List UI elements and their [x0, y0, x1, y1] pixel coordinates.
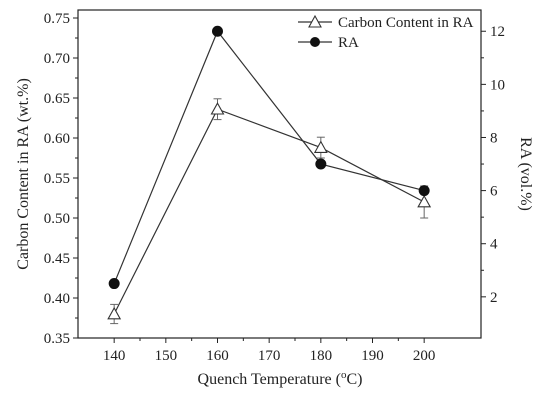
y-left-tick-label: 0.65 — [44, 91, 70, 107]
series-line-1 — [113, 30, 425, 284]
x-tick-label: 190 — [361, 348, 384, 364]
y-right-tick-label: 10 — [490, 77, 505, 93]
plot-frame — [77, 9, 482, 339]
legend-label-0: Carbon Content in RA — [338, 15, 474, 31]
y-axis-title-right: RA (vol.%) — [517, 137, 533, 211]
y-axis-title-left: Carbon Content in RA (wt.%) — [15, 78, 32, 270]
legend-marker-circle — [310, 37, 320, 47]
y-left-tick-label: 0.50 — [44, 211, 70, 227]
y-left-tick-label: 0.55 — [44, 171, 70, 187]
data-point-triangle — [313, 140, 328, 153]
y-left-tick-label: 0.40 — [44, 291, 70, 307]
y-left-tick-label: 0.70 — [44, 51, 70, 67]
data-point-circle — [315, 158, 327, 170]
x-tick-label: 180 — [310, 348, 333, 364]
y-left-tick-label: 0.35 — [44, 331, 70, 347]
series-line-0 — [113, 108, 425, 315]
legend: Carbon Content in RA RA — [298, 14, 474, 51]
legend-label-1: RA — [338, 35, 359, 51]
data-point-circle — [418, 185, 430, 197]
x-tick-label: 170 — [258, 348, 281, 364]
axes: 140 150 160 170 180 190 200 0.35 0.40 0.45 0.50 0.5… — [44, 11, 505, 364]
legend-marker-triangle — [308, 14, 322, 28]
series-layer — [107, 25, 432, 325]
x-tick-label: 140 — [103, 348, 126, 364]
data-point-triangle — [210, 102, 225, 115]
y-right-tick-label: 4 — [490, 237, 498, 253]
y-right-tick-label: 8 — [490, 130, 498, 146]
y-left-tick-label: 0.75 — [44, 11, 70, 27]
x-tick-label: 160 — [206, 348, 229, 364]
y-right-tick-label: 6 — [490, 184, 498, 200]
y-left-tick-label: 0.60 — [44, 131, 70, 147]
data-point-triangle — [107, 306, 122, 320]
x-axis-title: Quench Temperature (oC) — [198, 369, 363, 388]
x-tick-label: 200 — [413, 348, 436, 364]
y-left-tick-label: 0.45 — [44, 251, 70, 267]
x-tick-label: 150 — [155, 348, 178, 364]
data-point-circle — [212, 25, 223, 37]
y-right-tick-label: 2 — [490, 290, 498, 306]
data-point-triangle — [417, 194, 432, 208]
data-point-circle — [108, 278, 120, 290]
y-right-tick-label: 12 — [490, 24, 505, 40]
